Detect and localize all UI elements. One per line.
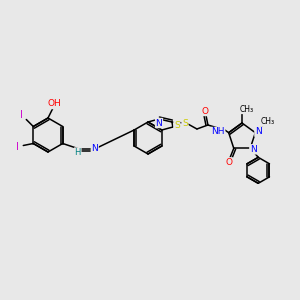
Text: S: S (174, 121, 180, 130)
Text: I: I (20, 110, 23, 121)
Text: N: N (255, 127, 262, 136)
Text: I: I (16, 142, 19, 152)
Text: N: N (250, 145, 256, 154)
Text: CH₃: CH₃ (260, 117, 274, 126)
Text: CH₃: CH₃ (240, 104, 254, 113)
Text: S: S (182, 118, 188, 127)
Text: H: H (74, 148, 81, 157)
Text: O: O (225, 158, 232, 167)
Text: OH: OH (47, 100, 61, 109)
Text: NH: NH (211, 128, 225, 136)
Text: N: N (156, 118, 162, 127)
Text: O: O (201, 106, 208, 116)
Text: N: N (91, 144, 98, 153)
